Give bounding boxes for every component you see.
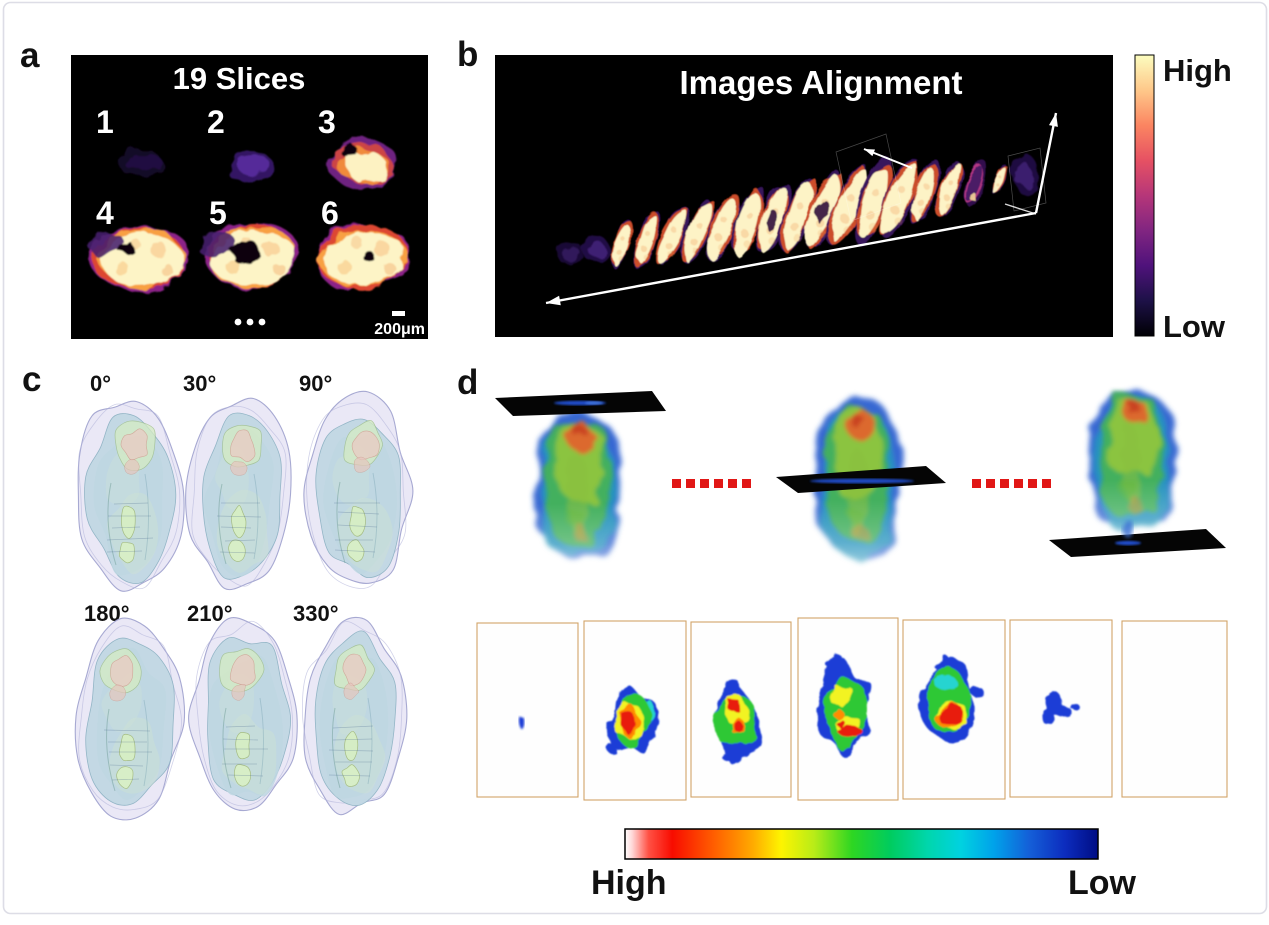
svg-text:19 Slices: 19 Slices bbox=[173, 61, 306, 96]
svg-text:4: 4 bbox=[96, 195, 114, 231]
svg-text:200μm: 200μm bbox=[374, 321, 425, 338]
svg-text:30°: 30° bbox=[183, 371, 216, 396]
svg-text:6: 6 bbox=[321, 195, 339, 231]
svg-text:c: c bbox=[22, 360, 41, 399]
svg-text:1: 1 bbox=[96, 104, 114, 140]
svg-text:b: b bbox=[457, 35, 478, 74]
svg-text:330°: 330° bbox=[293, 601, 339, 626]
svg-text:a: a bbox=[20, 36, 40, 75]
svg-text:3: 3 bbox=[318, 104, 336, 140]
svg-text:Low: Low bbox=[1163, 309, 1226, 344]
svg-text:Images Alignment: Images Alignment bbox=[680, 64, 963, 101]
svg-text:90°: 90° bbox=[299, 371, 332, 396]
svg-text:2: 2 bbox=[207, 104, 225, 140]
svg-text:5: 5 bbox=[209, 195, 227, 231]
svg-text:0°: 0° bbox=[90, 371, 111, 396]
svg-text:d: d bbox=[457, 363, 478, 402]
svg-text:High: High bbox=[591, 864, 667, 902]
svg-text:Low: Low bbox=[1068, 864, 1137, 902]
svg-text:High: High bbox=[1163, 53, 1232, 88]
